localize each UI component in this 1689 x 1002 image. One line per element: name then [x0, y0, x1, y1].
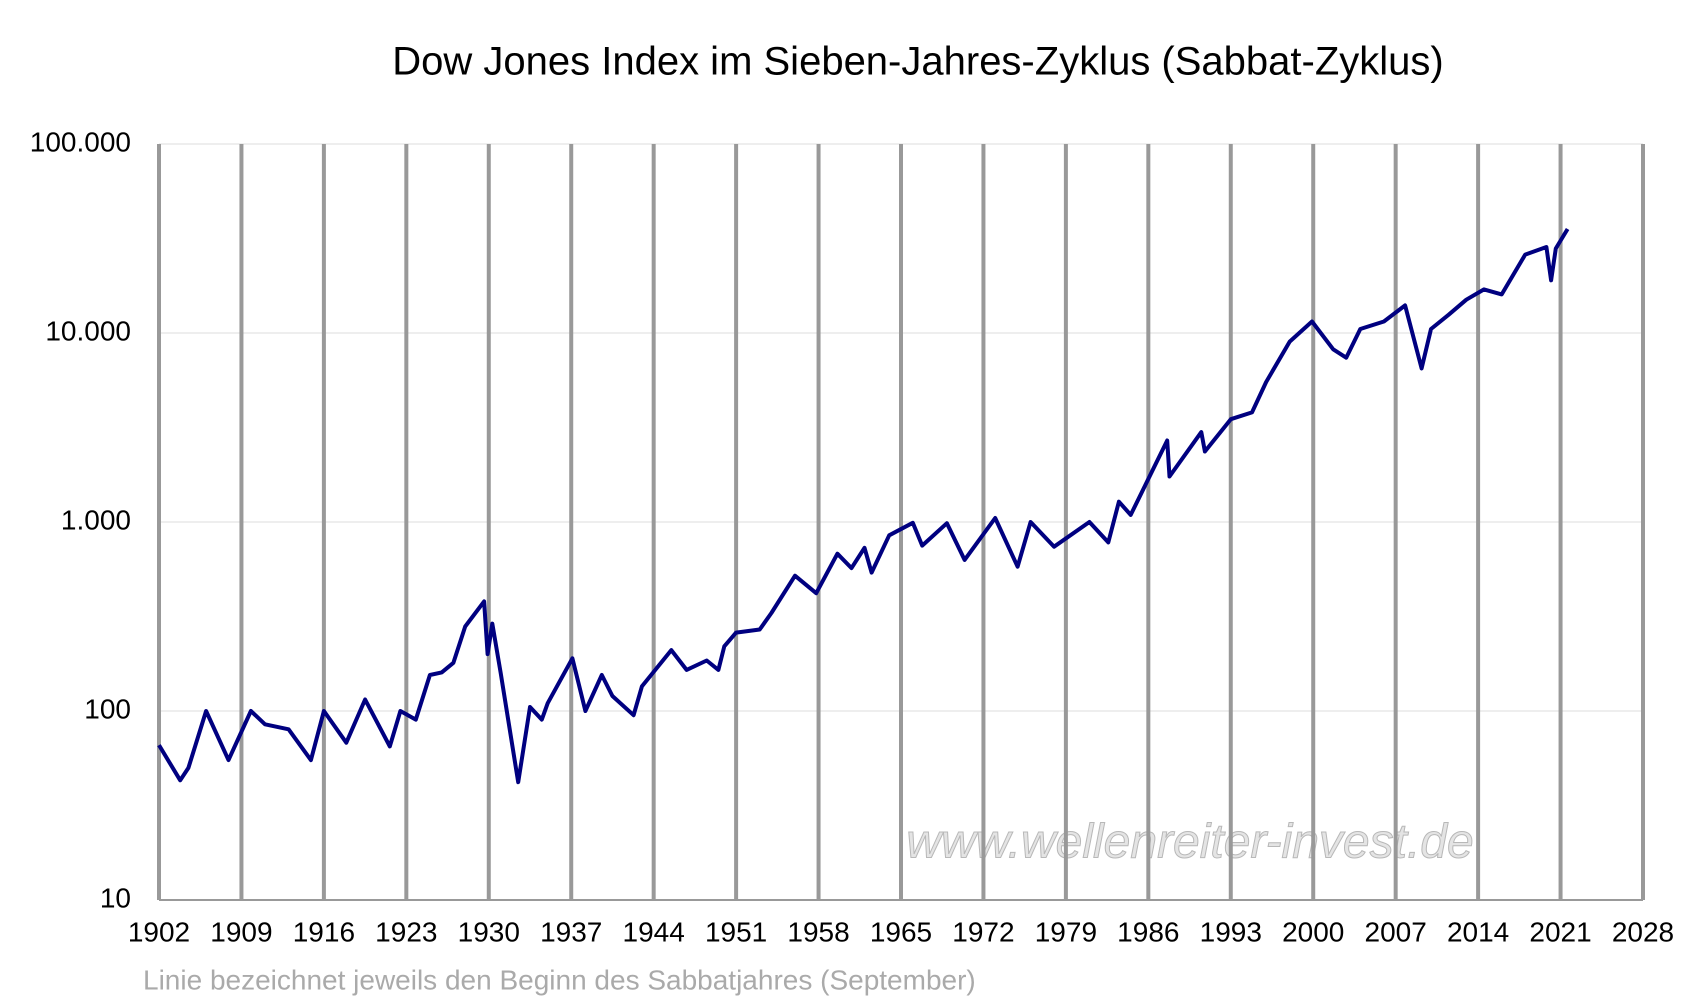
footnote: Linie bezeichnet jeweils den Beginn des … — [143, 964, 976, 995]
watermark: www.wellenreiter-invest.de — [906, 816, 1473, 869]
x-tick-label: 1951 — [705, 916, 767, 947]
x-tick-label: 2007 — [1365, 916, 1427, 947]
x-tick-label: 2028 — [1612, 916, 1674, 947]
x-tick-label: 2014 — [1447, 916, 1509, 947]
y-tick-label: 1.000 — [61, 504, 131, 535]
x-tick-label: 1902 — [128, 916, 190, 947]
x-tick-label: 1958 — [787, 916, 849, 947]
y-tick-label: 100.000 — [30, 126, 131, 157]
x-tick-label: 1979 — [1035, 916, 1097, 947]
x-tick-label: 1993 — [1200, 916, 1262, 947]
chart-title: Dow Jones Index im Sieben-Jahres-Zyklus … — [392, 40, 1444, 84]
index-line — [157, 227, 1570, 785]
x-tick-label: 2021 — [1529, 916, 1591, 947]
y-tick-label: 10 — [100, 882, 131, 913]
x-tick-label: 1930 — [458, 916, 520, 947]
x-tick-label: 1909 — [210, 916, 272, 947]
x-tick-label: 1937 — [540, 916, 602, 947]
x-tick-label: 1923 — [375, 916, 437, 947]
x-tick-label: 1944 — [623, 916, 685, 947]
x-tick-label: 2000 — [1282, 916, 1344, 947]
y-tick-label: 100 — [84, 693, 131, 724]
x-tick-label: 1965 — [870, 916, 932, 947]
x-tick-label: 1972 — [952, 916, 1014, 947]
x-tick-label: 1986 — [1117, 916, 1179, 947]
x-tick-label: 1916 — [293, 916, 355, 947]
y-tick-label: 10.000 — [45, 315, 131, 346]
